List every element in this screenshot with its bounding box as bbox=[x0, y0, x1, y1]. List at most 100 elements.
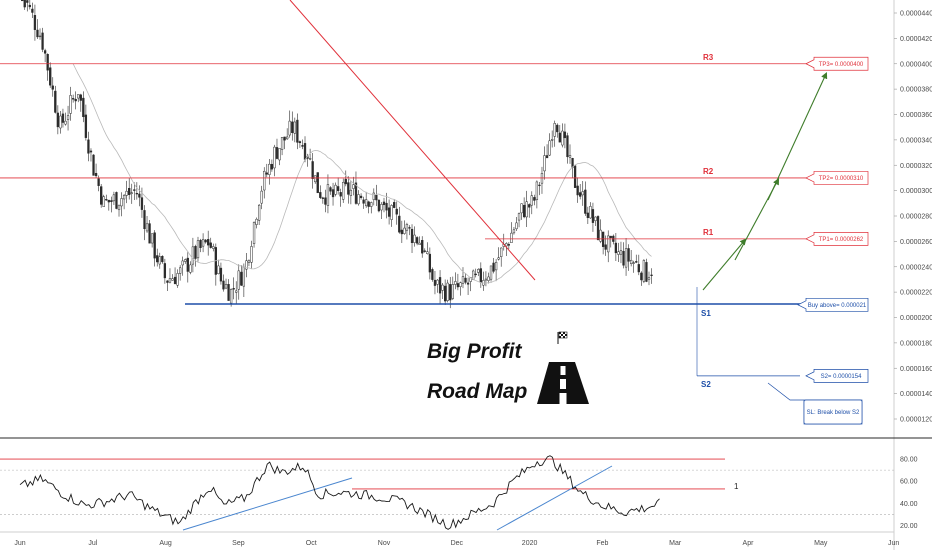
candle bbox=[334, 182, 337, 197]
candle bbox=[622, 242, 625, 269]
candle bbox=[217, 259, 220, 275]
candle bbox=[79, 93, 82, 112]
candle bbox=[349, 180, 353, 205]
candle bbox=[614, 233, 618, 261]
candle bbox=[161, 255, 164, 264]
candle bbox=[66, 105, 70, 131]
candle bbox=[181, 256, 184, 276]
candle bbox=[122, 194, 126, 210]
oscillator-trendline-1 bbox=[182, 477, 353, 531]
candle bbox=[390, 204, 393, 227]
candle bbox=[484, 271, 488, 287]
candle bbox=[316, 172, 319, 194]
candle bbox=[520, 203, 523, 220]
candle bbox=[21, 0, 24, 2]
candle bbox=[398, 206, 401, 234]
candle bbox=[186, 251, 189, 283]
candle bbox=[538, 182, 541, 196]
candle bbox=[357, 190, 360, 206]
candle bbox=[82, 91, 85, 123]
candle bbox=[382, 197, 386, 213]
candle bbox=[270, 159, 274, 172]
candle bbox=[573, 164, 577, 188]
candle bbox=[474, 268, 477, 278]
candle bbox=[214, 243, 217, 286]
stop-loss-callout: SL: Break below S2 bbox=[767, 382, 863, 425]
candle bbox=[92, 154, 95, 176]
candle bbox=[31, 2, 34, 19]
candle bbox=[647, 271, 651, 286]
oscillator-tick-label: 60.00 bbox=[900, 479, 918, 486]
candle bbox=[632, 260, 635, 273]
candle bbox=[489, 265, 493, 282]
candle bbox=[280, 136, 284, 156]
candle bbox=[466, 277, 470, 296]
candle bbox=[558, 124, 561, 143]
candle bbox=[199, 238, 202, 253]
candle bbox=[339, 188, 342, 207]
level-s2: S2 S2= 0.0000154 bbox=[696, 287, 869, 389]
candle bbox=[252, 221, 256, 248]
price-tick-label: 0.00001200 bbox=[900, 417, 932, 424]
candle bbox=[645, 258, 648, 283]
candle bbox=[387, 199, 391, 225]
candle bbox=[102, 194, 105, 207]
candle bbox=[431, 267, 434, 282]
candle bbox=[642, 259, 646, 284]
candle bbox=[454, 272, 457, 290]
candle bbox=[487, 272, 490, 284]
candle bbox=[260, 185, 263, 210]
candle bbox=[385, 192, 388, 219]
candle bbox=[415, 236, 419, 246]
oscillator-trendline-2 bbox=[496, 465, 613, 531]
candle bbox=[89, 148, 93, 162]
candle bbox=[26, 0, 29, 12]
candle bbox=[227, 279, 230, 301]
candle bbox=[329, 186, 332, 195]
candle bbox=[222, 274, 225, 292]
candle bbox=[207, 230, 210, 256]
candle bbox=[255, 217, 258, 229]
callout-box bbox=[805, 56, 869, 71]
candle bbox=[380, 202, 383, 219]
candle bbox=[46, 53, 49, 81]
candle bbox=[145, 216, 149, 233]
projection-arrows bbox=[702, 72, 828, 291]
candle bbox=[189, 261, 192, 275]
time-tick-label: Apr bbox=[743, 540, 755, 547]
candle bbox=[288, 110, 291, 138]
candle bbox=[347, 176, 350, 204]
candle bbox=[105, 194, 108, 201]
time-tick-label: Jun bbox=[888, 540, 899, 547]
callout-text: TP2= 0.0000310 bbox=[819, 176, 864, 182]
banner-line-1: Big Profit bbox=[427, 340, 522, 363]
candle bbox=[405, 222, 409, 240]
candle bbox=[336, 177, 340, 195]
projection-arrow bbox=[702, 238, 747, 291]
candle bbox=[49, 62, 52, 88]
candle bbox=[38, 28, 42, 40]
candle bbox=[566, 132, 569, 164]
candle bbox=[553, 120, 556, 147]
candle bbox=[637, 254, 640, 276]
oscillator-tick-label: 20.00 bbox=[900, 523, 918, 530]
candle bbox=[296, 113, 299, 150]
projection-arrow bbox=[767, 72, 828, 201]
candle bbox=[607, 230, 610, 263]
oscillator-level-label: 1 bbox=[734, 482, 739, 491]
candle bbox=[464, 273, 467, 285]
candle bbox=[617, 242, 620, 263]
level-lines: R3 TP3= 0.0000400 R2 TP2= 0.0000310 R1 TP1= 0… bbox=[0, 53, 869, 425]
level-r3: R3 TP3= 0.0000400 bbox=[0, 53, 869, 71]
callout-box bbox=[805, 231, 869, 246]
descending-trendline bbox=[289, 0, 536, 281]
time-tick-label: Dec bbox=[451, 540, 464, 547]
candle bbox=[372, 188, 375, 206]
